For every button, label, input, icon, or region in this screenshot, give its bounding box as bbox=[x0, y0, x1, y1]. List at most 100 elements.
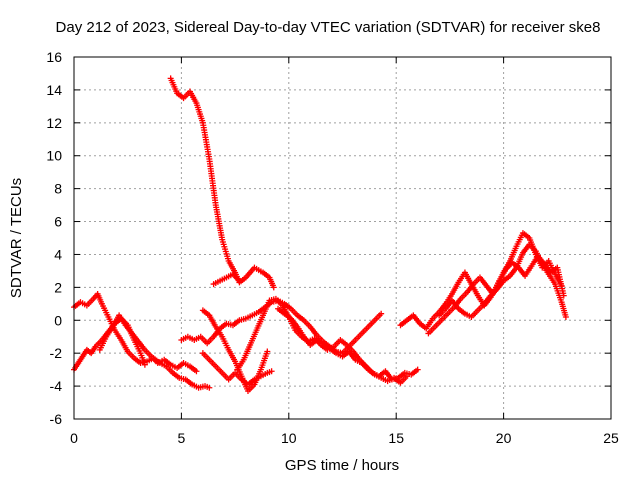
data-point-trail bbox=[469, 309, 480, 319]
data-point-trail bbox=[226, 259, 238, 274]
data-point-trail bbox=[220, 371, 231, 381]
data-point-trail bbox=[159, 361, 168, 369]
data-point-trail bbox=[540, 263, 551, 276]
data-point-trail bbox=[113, 329, 123, 342]
data-point bbox=[414, 366, 421, 373]
data-point-trail bbox=[213, 204, 225, 241]
y-tick-label: 16 bbox=[46, 49, 62, 65]
data-point-trail bbox=[91, 292, 100, 301]
data-point bbox=[206, 384, 213, 391]
data-point-trail bbox=[523, 264, 534, 277]
data-point-trail bbox=[373, 312, 383, 322]
data-point bbox=[268, 368, 275, 375]
data-point-trail bbox=[171, 371, 181, 380]
data-point-trail bbox=[527, 243, 538, 253]
data-point-trail bbox=[392, 376, 402, 385]
data-point-trail bbox=[489, 287, 499, 297]
data-point-trail bbox=[214, 325, 224, 338]
data-point-trail bbox=[366, 367, 377, 377]
data-point-trail bbox=[246, 377, 256, 387]
data-point-trail bbox=[521, 231, 531, 240]
data-point-trail bbox=[411, 313, 422, 325]
data-point-trail bbox=[136, 340, 147, 352]
data-point-trail bbox=[219, 275, 228, 283]
data-point-trail bbox=[495, 279, 506, 291]
y-tick-label: 10 bbox=[46, 148, 62, 164]
data-point-trail bbox=[248, 329, 259, 346]
data-point-trail bbox=[341, 349, 351, 359]
data-point-trail bbox=[546, 273, 557, 286]
data-point-trail bbox=[433, 318, 443, 329]
data-point-trail bbox=[409, 367, 420, 377]
data-point bbox=[236, 277, 243, 284]
data-point-trail bbox=[227, 371, 237, 381]
data-point-trail bbox=[132, 356, 142, 365]
data-point-trail bbox=[188, 90, 199, 105]
data-point-trail bbox=[267, 276, 276, 289]
data-point-trail bbox=[138, 352, 148, 366]
data-point-trail bbox=[328, 346, 338, 355]
data-point-trail bbox=[89, 345, 98, 355]
data-point-trail bbox=[360, 361, 370, 371]
data-point-trail bbox=[497, 268, 508, 282]
data-point-trail bbox=[446, 305, 456, 316]
data-point-trail bbox=[193, 334, 202, 342]
data-point-trail bbox=[508, 266, 519, 278]
data-point-trail bbox=[180, 334, 189, 342]
tick-labels: 0 5 10 15 20 25 -6 -4 -2 0 2 4 6 8 10 12 14 16 bbox=[46, 49, 619, 446]
data-point-trail bbox=[244, 313, 254, 321]
data-point-trail bbox=[146, 356, 155, 364]
y-tick-label: 2 bbox=[54, 279, 62, 295]
chart-title: Day 212 of 2023, Sidereal Day-to-day VTE… bbox=[56, 19, 601, 36]
data-point-trail bbox=[335, 351, 344, 359]
data-point-trail bbox=[168, 77, 180, 95]
data-point-trail bbox=[85, 297, 95, 307]
data-point-trail bbox=[197, 383, 206, 391]
data-point-trail bbox=[439, 312, 450, 322]
data-point-trail bbox=[251, 310, 260, 318]
x-tick-label: 0 bbox=[70, 430, 78, 446]
y-tick-label: -4 bbox=[50, 378, 63, 394]
data-point-trail bbox=[219, 239, 231, 262]
data-point-trail bbox=[427, 325, 437, 335]
data-point-trail bbox=[252, 368, 263, 386]
data-point-trail bbox=[175, 361, 185, 370]
y-tick-label: 12 bbox=[46, 115, 62, 131]
data-point-trail bbox=[143, 348, 153, 358]
data-point-trail bbox=[338, 338, 349, 347]
data-point-trail bbox=[354, 357, 363, 365]
data-point-trail bbox=[218, 321, 228, 331]
data-point-trail bbox=[238, 316, 247, 323]
data-point-trail bbox=[164, 364, 175, 375]
data-point-trail bbox=[169, 362, 178, 370]
data-point-trail bbox=[431, 310, 441, 320]
data-points bbox=[71, 75, 569, 395]
data-point-trail bbox=[418, 321, 428, 331]
data-point bbox=[264, 348, 271, 355]
data-point-trail bbox=[347, 338, 357, 348]
data-point-trail bbox=[194, 102, 206, 124]
data-point-trail bbox=[345, 343, 355, 353]
data-point-trail bbox=[188, 364, 198, 374]
y-tick-label: 8 bbox=[54, 181, 62, 197]
data-point-trail bbox=[478, 276, 489, 288]
data-point-trail bbox=[514, 251, 526, 269]
data-point-trail bbox=[507, 245, 519, 262]
data-point-trail bbox=[308, 338, 319, 347]
data-point-trail bbox=[186, 334, 196, 342]
data-point-trail bbox=[241, 344, 253, 361]
x-tick-label: 20 bbox=[496, 430, 512, 446]
y-tick-label: 0 bbox=[54, 312, 62, 328]
data-point-trail bbox=[396, 371, 407, 380]
data-point-trail bbox=[207, 358, 218, 368]
data-point-trail bbox=[276, 306, 286, 316]
data-point-trail bbox=[552, 283, 564, 303]
data-point-trail bbox=[76, 355, 85, 365]
x-tick-label: 15 bbox=[388, 430, 404, 446]
grid-lines bbox=[74, 57, 611, 419]
data-point-trail bbox=[244, 266, 256, 279]
data-point-trail bbox=[205, 335, 216, 345]
data-point-trail bbox=[341, 345, 351, 355]
data-point-trail bbox=[533, 250, 545, 266]
